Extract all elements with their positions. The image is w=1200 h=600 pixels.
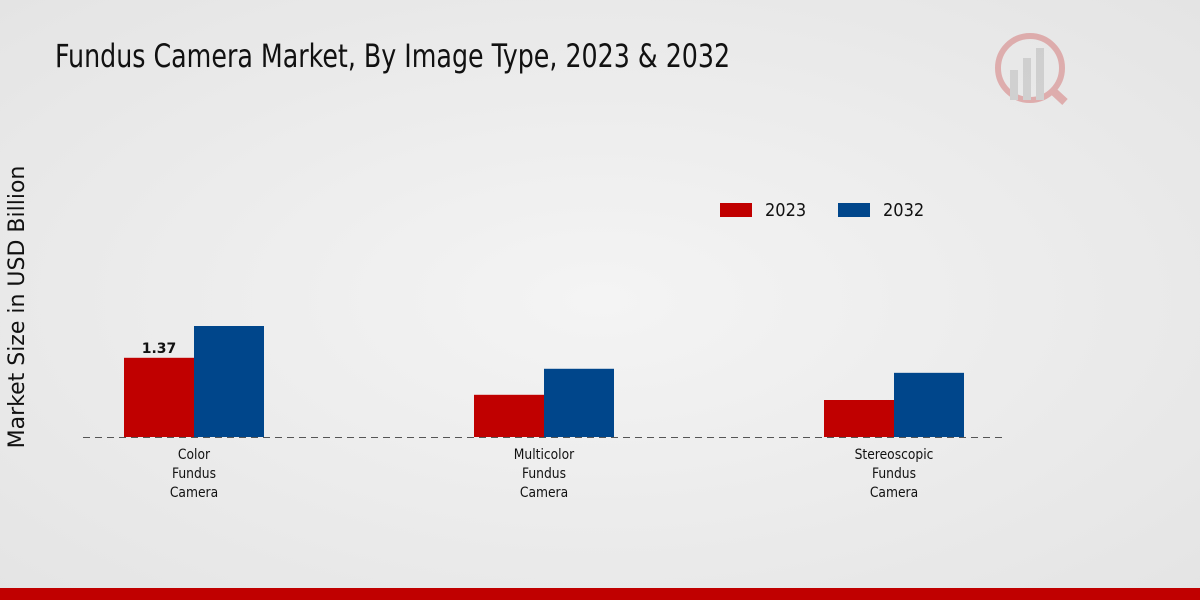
bar — [894, 372, 964, 437]
x-tick-label: Multicolor Fundus Camera — [514, 448, 575, 502]
chart-title: Fundus Camera Market, By Image Type, 202… — [55, 38, 730, 75]
bar — [474, 394, 544, 437]
data-label: 1.37 — [142, 341, 177, 357]
legend-label: 2023 — [765, 200, 806, 221]
legend-swatch — [720, 203, 752, 217]
footer-band — [0, 588, 1200, 600]
x-tick-label: Color Fundus Camera — [170, 448, 218, 502]
x-tick-label: Stereoscopic Fundus Camera — [855, 448, 934, 502]
bar — [124, 357, 194, 437]
legend-label: 2032 — [883, 200, 924, 221]
legend-swatch — [838, 203, 870, 217]
bar — [824, 400, 894, 437]
bar — [194, 326, 264, 437]
logo — [995, 33, 1068, 105]
y-axis-label: Market Size in USD Billion — [5, 166, 30, 449]
bar — [544, 368, 614, 437]
